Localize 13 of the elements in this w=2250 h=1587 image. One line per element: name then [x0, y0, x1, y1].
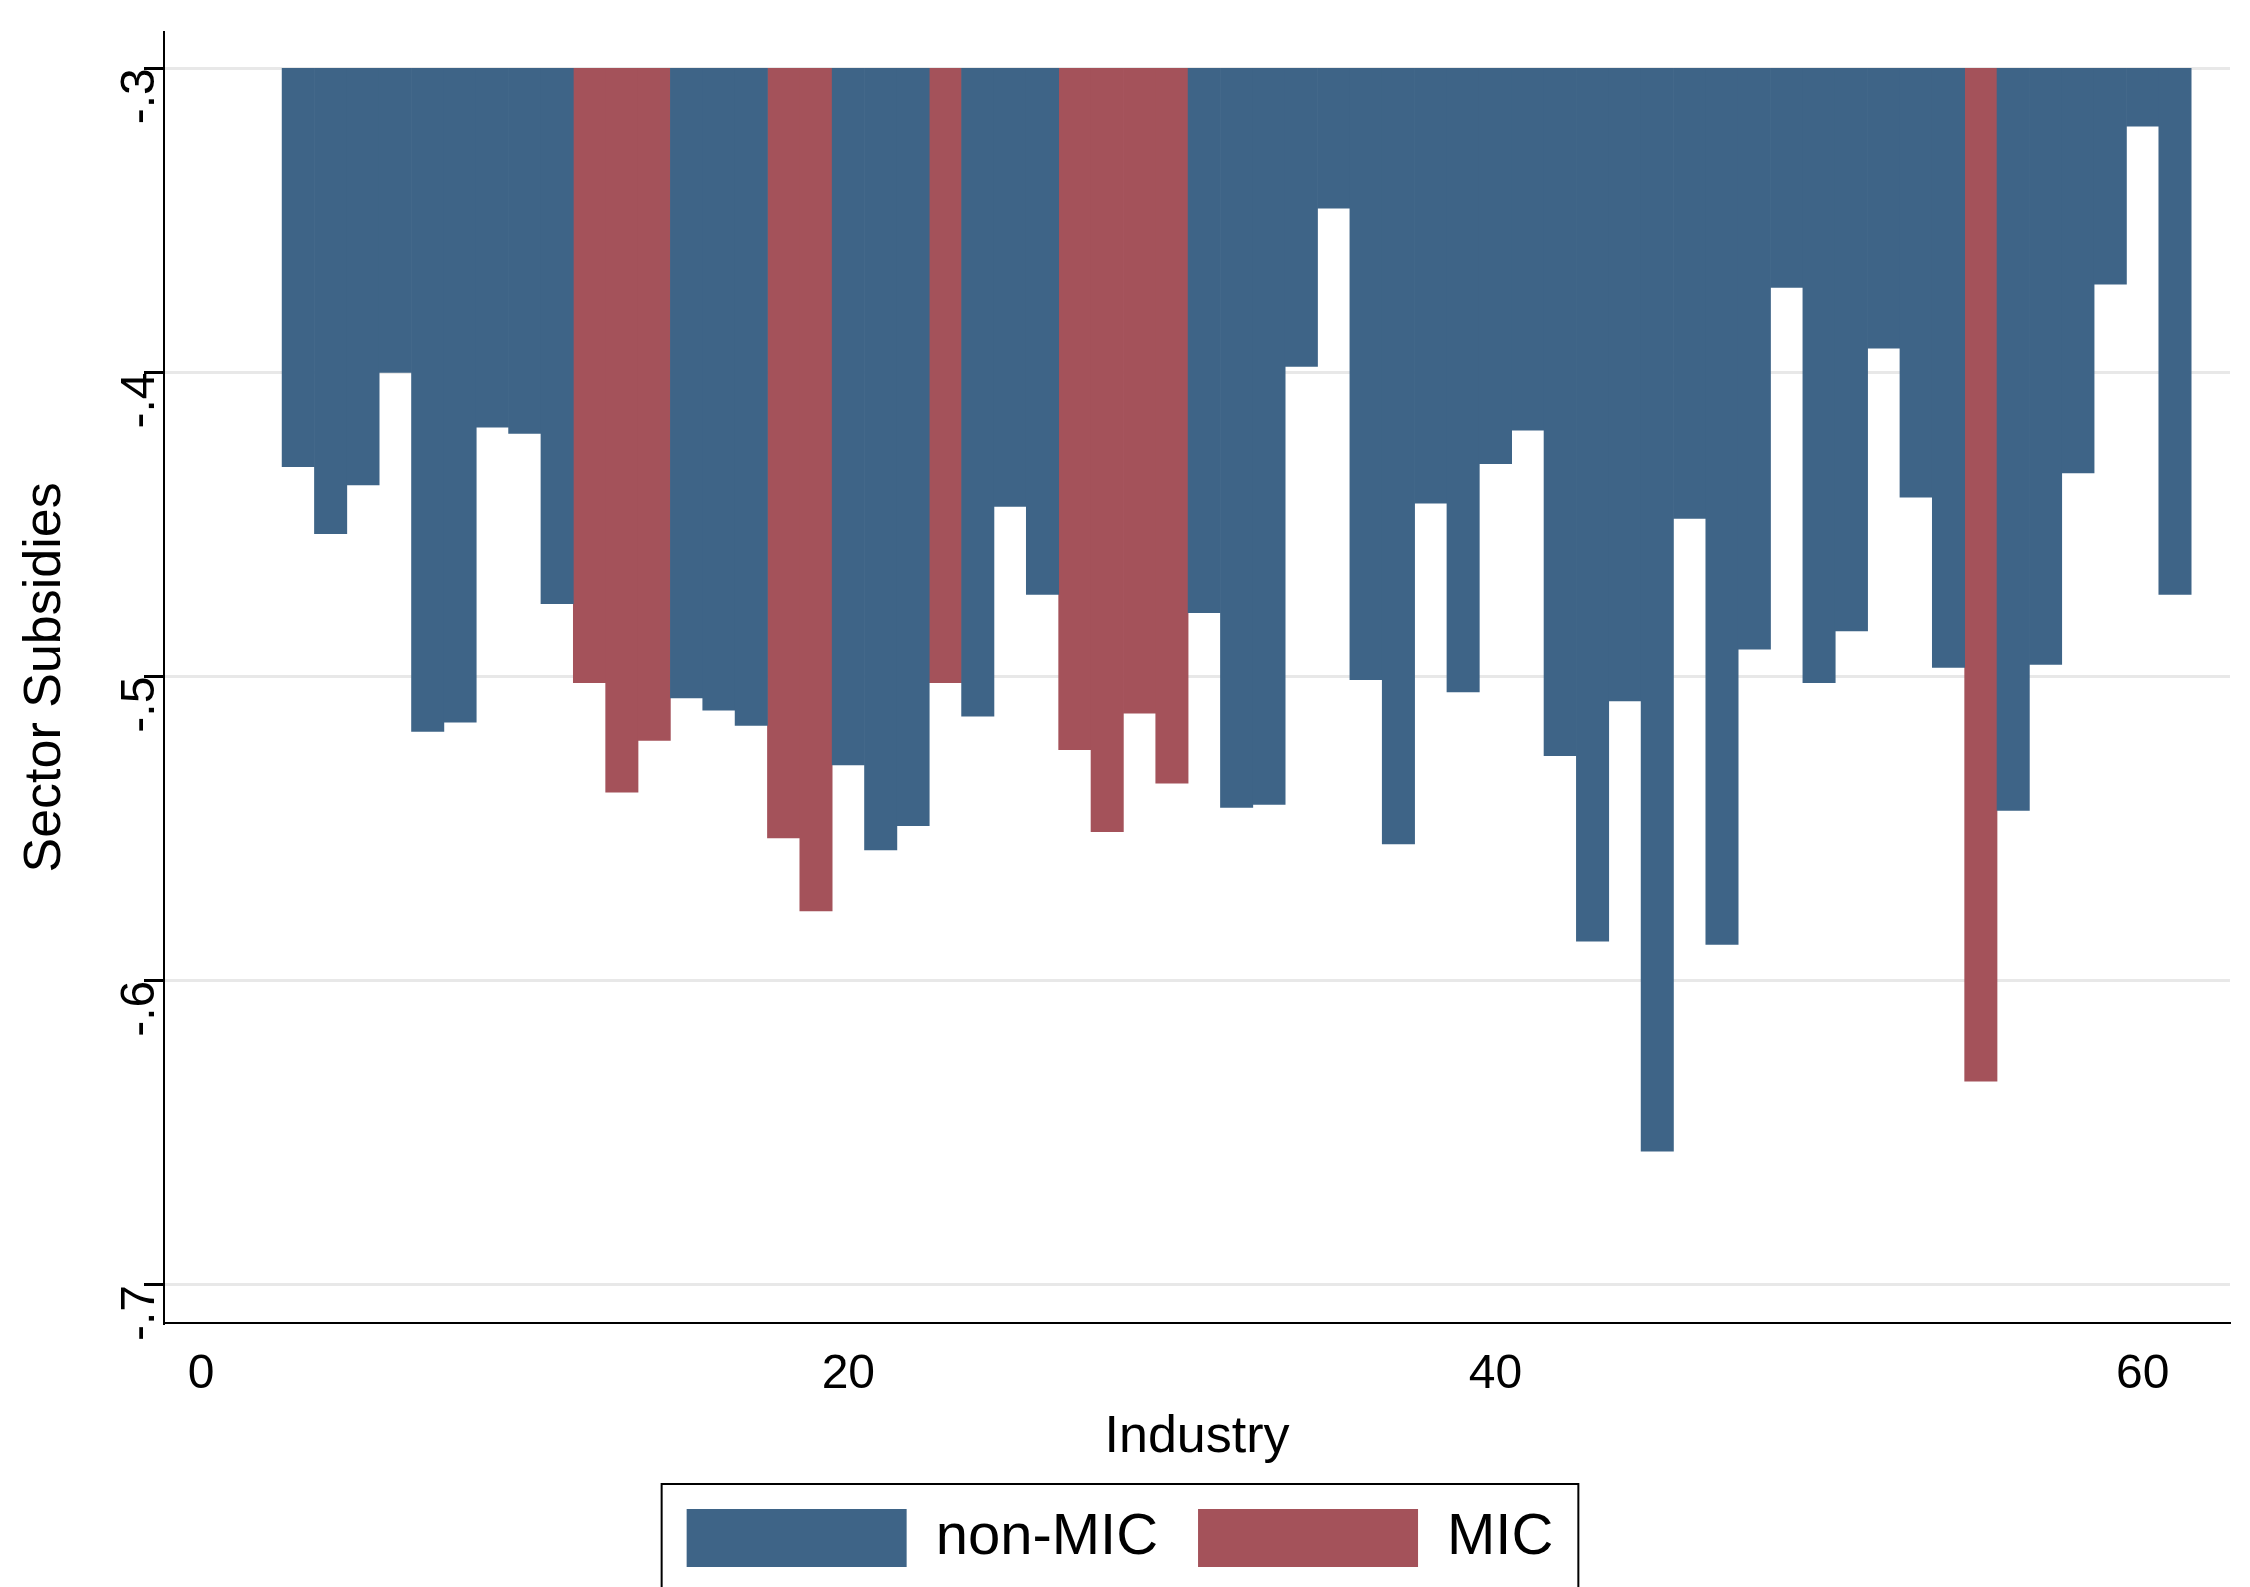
y-tick-label: -.5 [111, 676, 165, 733]
y-tick-label: -.3 [111, 68, 165, 125]
x-tick-label: 60 [2115, 1345, 2170, 1399]
x-tick-label: 20 [821, 1345, 876, 1399]
y-tick-label: -.7 [111, 1284, 165, 1341]
x-tick-label: 0 [187, 1345, 215, 1399]
legend-label: MIC [1447, 1501, 1554, 1566]
y-tick-label: -.4 [111, 372, 165, 429]
y-tick-label: -.6 [111, 980, 165, 1037]
legend-label: non-MIC [935, 1501, 1159, 1566]
x-axis-title: Industry [1104, 1405, 1290, 1464]
y-axis-title: Sector Subsidies [12, 482, 71, 873]
x-tick-label: 40 [1468, 1345, 1523, 1399]
